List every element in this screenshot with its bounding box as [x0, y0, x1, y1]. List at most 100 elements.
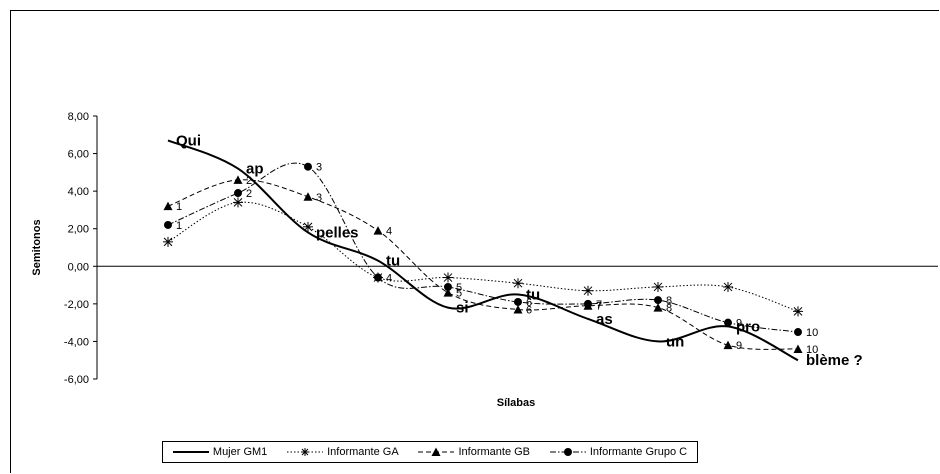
y-tick-label: 2,00	[68, 224, 89, 236]
syllable-label: pelles	[316, 224, 359, 241]
legend-item-mujer: Mujer GM1	[172, 446, 268, 458]
y-axis-title: Semitonos	[31, 219, 43, 275]
marker-stroke	[793, 307, 803, 316]
series-0: Qui ap pelles tu si tu as un pro blème ?	[167, 132, 863, 369]
legend-label: Informante GA	[327, 446, 399, 458]
x-axis-title: Sílabas	[497, 397, 536, 409]
triangle-marker	[653, 303, 663, 312]
syllable-label: si	[456, 300, 469, 317]
circle-marker	[444, 282, 452, 291]
circle-marker	[584, 299, 592, 308]
marker-stroke	[513, 278, 523, 288]
asterisk-marker	[233, 197, 243, 208]
syllable-label: pro	[736, 318, 760, 335]
syllable-label: Qui	[176, 132, 201, 149]
legend-swatch-solid	[172, 451, 209, 453]
series-line	[167, 179, 799, 350]
point-number-label: 10	[806, 344, 818, 356]
legend-item-grupo-c: Informante Grupo C	[549, 446, 688, 458]
point-number-label: 7	[596, 301, 602, 313]
series-line	[167, 162, 799, 333]
triangle-marker	[723, 340, 733, 350]
point-number-label: 5	[456, 282, 462, 294]
circle-marker	[514, 297, 522, 306]
asterisk-marker	[793, 306, 803, 317]
marker-stroke	[443, 273, 453, 282]
legend-label: Informante Grupo C	[589, 446, 688, 458]
point-number-label: 6	[526, 297, 532, 309]
asterisk-marker	[723, 281, 733, 292]
circle-marker	[724, 318, 732, 327]
point-number-label: 3	[316, 162, 322, 174]
point-number-label: 8	[666, 303, 672, 315]
y-tick-label: -6,00	[64, 374, 89, 386]
triangle-marker	[793, 344, 803, 353]
point-number-label: 2	[246, 175, 252, 187]
point-number-label: 2	[246, 188, 252, 200]
triangle-marker	[513, 304, 523, 314]
point-number-label: 6	[526, 304, 532, 316]
point-number-label: 1	[176, 201, 182, 213]
circle-marker	[654, 296, 662, 305]
circle-marker	[164, 220, 172, 229]
marker-stroke	[653, 282, 663, 292]
series-3: 1 2 3 4 5 6 7 8 9 10	[164, 162, 818, 339]
point-number-label: 7	[596, 299, 602, 311]
series-1	[163, 197, 803, 317]
triangle-marker	[303, 192, 313, 201]
y-tick-label: 8,00	[68, 111, 89, 123]
y-axis-ticks: 8,00 6,00 4,00 2,00 0,00 -2,00 -4,00 -6,00	[64, 111, 97, 386]
y-tick-label: -2,00	[64, 299, 89, 311]
legend-item-gb: Informante GB	[418, 446, 530, 458]
circle-marker	[794, 328, 802, 337]
asterisk-marker	[443, 272, 453, 283]
point-number-label: 4	[386, 273, 392, 285]
legend-swatch-triangle	[418, 447, 455, 456]
marker-stroke	[163, 237, 173, 247]
triangle-marker	[373, 226, 383, 235]
point-number-label: 9	[736, 318, 742, 330]
triangle-marker	[443, 288, 453, 297]
asterisk-marker	[653, 281, 663, 292]
series-layer: Qui ap pelles tu si tu as un pro blème ? 1 2 3 4 5 6 7 8 9…	[163, 132, 863, 369]
chart-frame	[10, 10, 939, 473]
syllable-label: ap	[246, 161, 264, 178]
point-number-label: 9	[736, 340, 742, 352]
point-number-label: 1	[176, 220, 182, 232]
syllable-label: blème ?	[806, 352, 863, 369]
series-line	[167, 201, 799, 312]
asterisk-marker	[303, 221, 313, 232]
legend-swatch-asterisk	[287, 448, 324, 456]
syllable-label: tu	[386, 253, 400, 270]
syllable-label: as	[596, 311, 613, 328]
point-number-label: 5	[456, 288, 462, 300]
legend-label: Mujer GM1	[212, 446, 268, 458]
circle-marker	[304, 162, 312, 171]
syllable-label: un	[666, 333, 684, 350]
asterisk-marker	[583, 285, 593, 296]
y-tick-label: 4,00	[68, 186, 89, 198]
asterisk-marker	[163, 236, 173, 247]
legend: Mujer GM1 Informante GA Informante GB In…	[162, 441, 698, 463]
marker-stroke	[233, 198, 243, 207]
triangle-marker	[233, 175, 243, 184]
point-number-label: 3	[316, 192, 322, 204]
point-number-label: 10	[806, 327, 818, 339]
syllable-label: tu	[526, 286, 540, 303]
y-tick-label: 0,00	[68, 261, 89, 273]
triangle-marker	[163, 201, 173, 211]
series-line	[167, 139, 799, 362]
circle-marker	[374, 273, 382, 282]
circle-marker	[234, 189, 242, 198]
y-tick-label: 6,00	[68, 149, 89, 161]
legend-item-ga: Informante GA	[287, 446, 399, 458]
legend-swatch-circle	[549, 448, 586, 456]
y-tick-label: -4,00	[64, 336, 89, 348]
asterisk-marker	[513, 278, 523, 289]
point-number-label: 8	[666, 295, 672, 307]
point-number-label: 4	[386, 226, 392, 238]
series-2: 1 2 3 4 5 6 7 8 9 10	[163, 175, 818, 356]
marker-stroke	[723, 282, 733, 292]
marker-stroke	[303, 222, 313, 232]
